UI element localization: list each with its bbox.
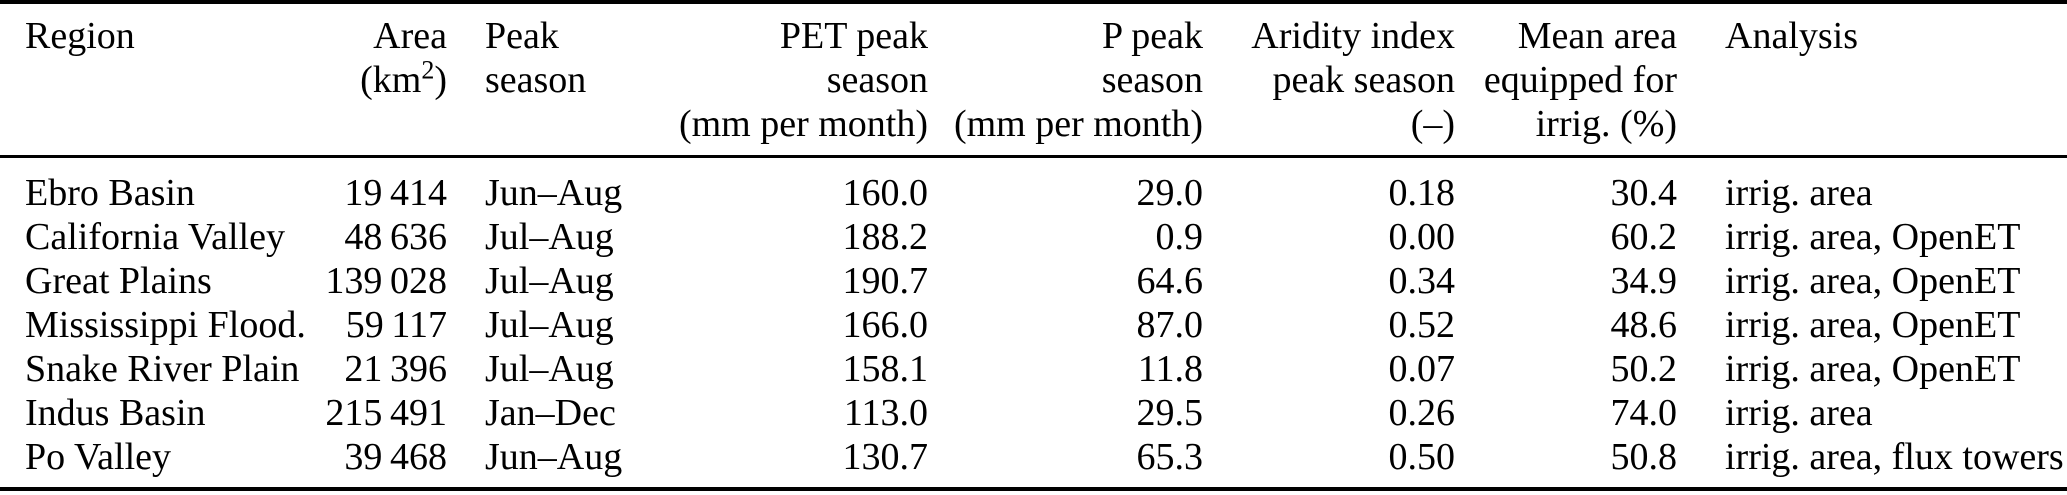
cell-p: 0.9 <box>1155 216 1204 258</box>
cell-p: 64.6 <box>1136 260 1204 302</box>
cell-area: 59 117 <box>345 304 447 346</box>
cell-analysis: irrig. area, OpenET <box>1725 260 2021 302</box>
header-line: Region <box>25 15 135 57</box>
header-line: P peak <box>1102 15 1203 57</box>
table-header: Region Area (km2) Peak season PET peak s… <box>0 2 2067 158</box>
col-header-pet-peak-season: PET peak season (mm per month) <box>647 2 928 158</box>
header-line: Area <box>373 15 447 57</box>
cell-area: 39 468 <box>344 436 447 478</box>
cell-peak-season: Jun–Aug <box>485 436 623 478</box>
cell-p: 29.0 <box>1136 172 1204 214</box>
cell-pet: 160.0 <box>842 172 929 214</box>
table-row: Indus Basin 215 491 Jan–Dec 113.0 29.5 0… <box>0 391 2067 435</box>
cell-analysis: irrig. area, OpenET <box>1725 348 2021 390</box>
cell-aridity: 0.00 <box>1388 216 1456 258</box>
cell-peak-season: Jul–Aug <box>485 260 614 302</box>
unit-superscript: 2 <box>421 55 435 85</box>
cell-pet: 130.7 <box>842 436 929 478</box>
header-line: equipped for <box>1483 59 1677 101</box>
col-header-aridity-index: Aridity index peak season (–) <box>1203 2 1455 158</box>
col-header-region: Region <box>0 2 320 158</box>
cell-region: California Valley <box>25 216 285 258</box>
header-line: Mean area <box>1517 15 1677 57</box>
cell-aridity: 0.26 <box>1388 392 1456 434</box>
cell-aridity: 0.52 <box>1388 304 1456 346</box>
cell-region: Po Valley <box>25 436 172 478</box>
cell-aridity: 0.50 <box>1388 436 1456 478</box>
cell-pet: 166.0 <box>842 304 929 346</box>
cell-region: Snake River Plain <box>25 348 300 390</box>
col-header-p-peak-season: P peak season (mm per month) <box>928 2 1203 158</box>
unit-post: ) <box>434 59 447 101</box>
cell-mean-area: 48.6 <box>1610 304 1678 346</box>
table-row: Po Valley 39 468 Jun–Aug 130.7 65.3 0.50… <box>0 435 2067 489</box>
header-line: PET peak <box>779 15 928 57</box>
table-row: California Valley 48 636 Jul–Aug 188.2 0… <box>0 215 2067 259</box>
cell-peak-season: Jul–Aug <box>485 216 614 258</box>
cell-aridity: 0.18 <box>1388 172 1456 214</box>
cell-peak-season: Jun–Aug <box>485 172 623 214</box>
header-line: peak season <box>1272 59 1455 101</box>
cell-area: 19 414 <box>344 172 447 214</box>
cell-region: Mississippi Flood. <box>25 304 306 346</box>
cell-area: 139 028 <box>325 260 447 302</box>
header-line: Aridity index <box>1251 15 1455 57</box>
cell-region: Indus Basin <box>25 392 206 434</box>
cell-p: 65.3 <box>1136 436 1204 478</box>
header-row: Region Area (km2) Peak season PET peak s… <box>0 2 2067 158</box>
cell-mean-area: 30.4 <box>1610 172 1678 214</box>
header-line: season <box>826 59 928 101</box>
header-line-unit: irrig. (%) <box>1535 103 1677 145</box>
cell-pet: 158.1 <box>842 348 929 390</box>
cell-p: 87.0 <box>1136 304 1204 346</box>
table-row: Ebro Basin 19 414 Jun–Aug 160.0 29.0 0.1… <box>0 157 2067 216</box>
cell-aridity: 0.34 <box>1388 260 1456 302</box>
cell-pet: 190.7 <box>842 260 929 302</box>
col-header-mean-area-irrig: Mean area equipped for irrig. (%) <box>1455 2 1677 158</box>
cell-pet: 113.0 <box>843 392 928 434</box>
cell-mean-area: 50.2 <box>1610 348 1678 390</box>
cell-mean-area: 60.2 <box>1610 216 1678 258</box>
cell-mean-area: 50.8 <box>1610 436 1678 478</box>
cell-analysis: irrig. area <box>1725 392 1873 434</box>
col-header-analysis: Analysis <box>1677 2 2067 158</box>
cell-p: 29.5 <box>1136 392 1204 434</box>
header-line: season <box>1101 59 1203 101</box>
header-line: Peak <box>485 15 559 57</box>
header-line-unit: (mm per month) <box>953 103 1203 145</box>
cell-area: 215 491 <box>325 392 447 434</box>
cell-pet: 188.2 <box>842 216 929 258</box>
table-row: Great Plains 139 028 Jul–Aug 190.7 64.6 … <box>0 259 2067 303</box>
cell-mean-area: 34.9 <box>1610 260 1678 302</box>
cell-peak-season: Jan–Dec <box>485 392 616 434</box>
cell-analysis: irrig. area, flux towers <box>1725 436 2064 478</box>
cell-analysis: irrig. area <box>1725 172 1873 214</box>
header-line-unit: (–) <box>1410 103 1455 145</box>
cell-region: Ebro Basin <box>25 172 195 214</box>
col-header-peak-season: Peak season <box>447 2 647 158</box>
unit-pre: (km <box>360 59 422 101</box>
cell-analysis: irrig. area, OpenET <box>1725 304 2021 346</box>
col-header-area: Area (km2) <box>320 2 447 158</box>
header-line: season <box>485 59 587 101</box>
cell-aridity: 0.07 <box>1388 348 1456 390</box>
cell-area: 21 396 <box>344 348 447 390</box>
cell-mean-area: 74.0 <box>1610 392 1678 434</box>
cell-peak-season: Jul–Aug <box>485 304 614 346</box>
table-row: Snake River Plain 21 396 Jul–Aug 158.1 1… <box>0 347 2067 391</box>
header-line: Analysis <box>1725 15 1858 57</box>
cell-p: 11.8 <box>1137 348 1203 390</box>
cell-analysis: irrig. area, OpenET <box>1725 216 2021 258</box>
cell-area: 48 636 <box>344 216 447 258</box>
table-body: Ebro Basin 19 414 Jun–Aug 160.0 29.0 0.1… <box>0 157 2067 490</box>
cell-peak-season: Jul–Aug <box>485 348 614 390</box>
cell-region: Great Plains <box>25 260 212 302</box>
header-line-unit: (mm per month) <box>678 103 928 145</box>
table-row: Mississippi Flood. 59 117 Jul–Aug 166.0 … <box>0 303 2067 347</box>
header-line-unit: (km2) <box>320 55 447 102</box>
